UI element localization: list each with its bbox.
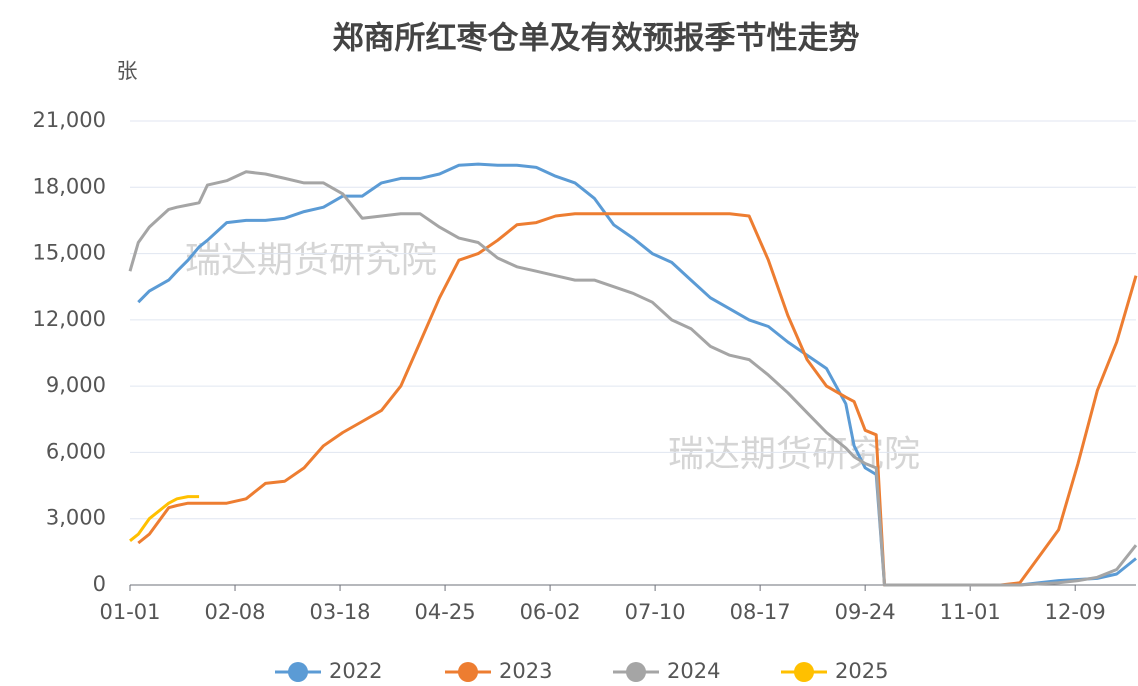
watermark: 瑞达期货研究院 [668,434,920,475]
legend-label: 2022 [329,659,382,683]
y-tick-label: 6,000 [46,439,106,463]
y-tick-label: 18,000 [33,174,106,198]
watermark: 瑞达期货研究院 [185,240,437,281]
legend-marker [288,662,308,682]
x-tick-label: 04-25 [415,600,476,624]
legend-marker [458,662,478,682]
x-tick-label: 09-24 [835,600,896,624]
y-tick-label: 0 [93,572,106,596]
y-unit: 张 [117,59,138,83]
legend-label: 2023 [499,659,552,683]
x-tick-label: 03-18 [310,600,371,624]
legend-marker [626,662,646,682]
y-tick-label: 21,000 [33,108,106,132]
series-line [128,170,1138,587]
x-tick-label: 06-02 [520,600,581,624]
legend-label: 2025 [835,659,888,683]
x-tick-label: 11-01 [940,600,1001,624]
series-line [129,495,200,542]
legend-marker [794,662,814,682]
y-tick-label: 9,000 [46,373,106,397]
chart-title: 郑商所红枣仓单及有效预报季节性走势 [333,21,860,57]
x-tick-label: 01-01 [99,600,160,624]
x-tick-label: 12-09 [1045,600,1106,624]
y-tick-label: 12,000 [33,307,106,331]
x-tick-label: 08-17 [730,600,791,624]
legend-label: 2024 [667,659,720,683]
y-tick-label: 15,000 [33,241,106,265]
series-line [137,162,1137,587]
x-tick-label: 07-10 [625,600,686,624]
x-tick-label: 02-08 [205,600,266,624]
y-tick-label: 3,000 [46,506,106,530]
